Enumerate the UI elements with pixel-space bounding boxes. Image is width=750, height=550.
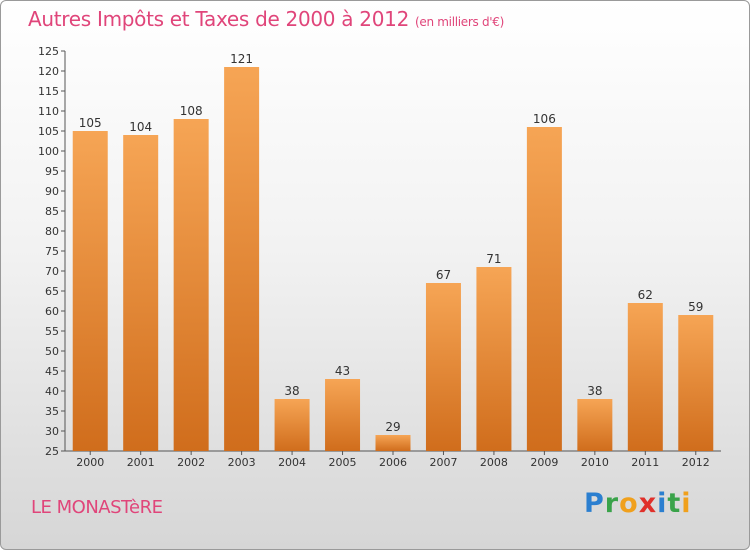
x-tick-label: 2003 bbox=[228, 456, 256, 469]
data-label: 105 bbox=[79, 116, 102, 130]
data-label: 104 bbox=[129, 120, 152, 134]
y-tick-label: 120 bbox=[38, 65, 59, 78]
data-label: 43 bbox=[335, 364, 350, 378]
y-tick-label: 90 bbox=[45, 185, 59, 198]
bar bbox=[627, 303, 663, 451]
logo-letter: t bbox=[667, 488, 682, 519]
y-tick-label: 70 bbox=[45, 265, 59, 278]
y-tick-label: 100 bbox=[38, 145, 59, 158]
x-tick-label: 2009 bbox=[530, 456, 558, 469]
bar bbox=[375, 435, 411, 451]
chart-title: Autres Impôts et Taxes de 2000 à 2012 (en… bbox=[28, 7, 504, 31]
bar bbox=[224, 67, 260, 451]
bar bbox=[577, 399, 613, 451]
bar bbox=[678, 315, 714, 451]
data-label: 106 bbox=[533, 112, 556, 126]
chart-axes: 25 30 35 40 45 50 55 60 65 70 75 80 85 90 95 100 105 110 1… bbox=[38, 45, 721, 469]
x-tick-label: 2010 bbox=[581, 456, 609, 469]
chart-title-text: Autres Impôts et Taxes de 2000 à 2012 bbox=[28, 7, 409, 31]
y-tick-label: 115 bbox=[38, 85, 59, 98]
data-label: 108 bbox=[180, 104, 203, 118]
data-label: 71 bbox=[486, 252, 501, 266]
bar-series bbox=[72, 67, 714, 451]
y-tick-label: 55 bbox=[45, 325, 59, 338]
bar bbox=[325, 379, 361, 451]
y-tick-label: 105 bbox=[38, 125, 59, 138]
logo-letter: i bbox=[681, 488, 692, 519]
y-tick-label: 60 bbox=[45, 305, 59, 318]
bar bbox=[274, 399, 310, 451]
y-tick-label: 50 bbox=[45, 345, 59, 358]
bar bbox=[173, 119, 209, 451]
y-tick-label: 75 bbox=[45, 245, 59, 258]
bar bbox=[476, 267, 512, 451]
bar bbox=[526, 127, 562, 451]
y-tick-label: 85 bbox=[45, 205, 59, 218]
bar bbox=[425, 283, 461, 451]
y-tick-label: 110 bbox=[38, 105, 59, 118]
data-label: 67 bbox=[436, 268, 451, 282]
y-tick-label: 40 bbox=[45, 385, 59, 398]
commune-name: LE MONASTèRE bbox=[31, 497, 163, 518]
x-tick-label: 2005 bbox=[329, 456, 357, 469]
logo-letter: r bbox=[604, 488, 620, 519]
data-label: 62 bbox=[638, 288, 653, 302]
proxiti-logo[interactable]: Proxiti bbox=[584, 488, 692, 519]
y-tick-label: 25 bbox=[45, 445, 59, 458]
logo-letter: o bbox=[619, 488, 639, 519]
x-tick-label: 2001 bbox=[127, 456, 155, 469]
x-tick-label: 2006 bbox=[379, 456, 407, 469]
logo-letter: i bbox=[657, 488, 668, 519]
bar bbox=[123, 135, 159, 451]
x-tick-label: 2000 bbox=[76, 456, 104, 469]
x-tick-label: 2002 bbox=[177, 456, 205, 469]
y-tick-label: 30 bbox=[45, 425, 59, 438]
x-tick-label: 2008 bbox=[480, 456, 508, 469]
x-tick-label: 2012 bbox=[682, 456, 710, 469]
y-tick-label: 65 bbox=[45, 285, 59, 298]
data-label: 29 bbox=[385, 420, 400, 434]
y-tick-label: 35 bbox=[45, 405, 59, 418]
data-labels: 105 104 108 121 38 43 29 67 71 106 38 62 59 bbox=[79, 52, 704, 434]
x-tick-label: 2007 bbox=[429, 456, 457, 469]
chart-subtitle: (en milliers d'€) bbox=[415, 15, 505, 29]
data-label: 121 bbox=[230, 52, 253, 66]
y-tick-label: 45 bbox=[45, 365, 59, 378]
logo-letter: P bbox=[584, 488, 605, 519]
x-tick-label: 2004 bbox=[278, 456, 306, 469]
data-label: 38 bbox=[587, 384, 602, 398]
bar bbox=[72, 131, 108, 451]
x-tick-label: 2011 bbox=[631, 456, 659, 469]
y-tick-label: 80 bbox=[45, 225, 59, 238]
data-label: 38 bbox=[284, 384, 299, 398]
data-label: 59 bbox=[688, 300, 703, 314]
y-tick-label: 125 bbox=[38, 45, 59, 58]
logo-letter: x bbox=[638, 488, 658, 519]
y-tick-label: 95 bbox=[45, 165, 59, 178]
